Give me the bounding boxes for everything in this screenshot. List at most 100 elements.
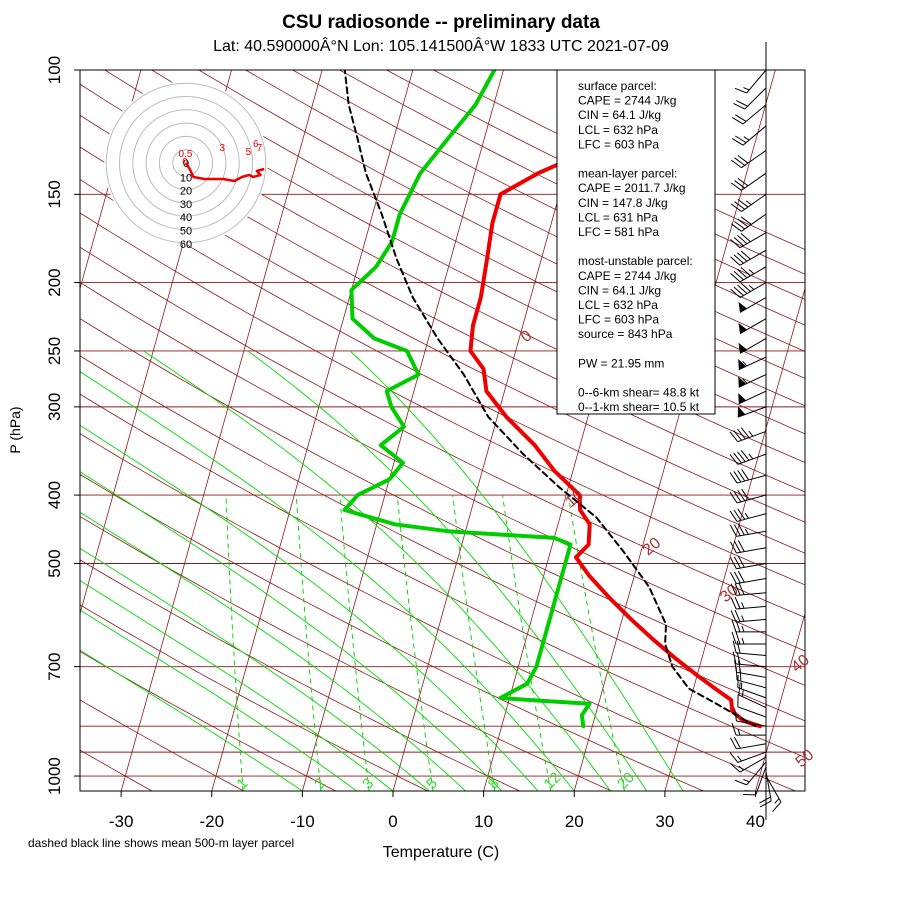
moist-adiabat — [80, 649, 303, 791]
hodograph-ring-label: 10 — [180, 172, 192, 184]
barb-flag — [737, 523, 745, 536]
barb-shaft — [736, 530, 767, 537]
mixing-ratio-label: 8 — [485, 775, 503, 793]
barb-flag — [734, 583, 741, 596]
chart-title: CSU radiosonde -- preliminary data — [282, 12, 600, 33]
barb-flag — [731, 631, 737, 645]
barb-flag — [740, 216, 752, 225]
y-tick-label: 100 — [45, 56, 64, 84]
wind-barb — [730, 232, 767, 249]
barb-flag — [734, 201, 745, 210]
barb-flag — [730, 273, 741, 283]
wind-barb — [731, 125, 767, 146]
wind-barb — [732, 640, 767, 657]
stats-line — [578, 371, 581, 385]
barb-shaft — [736, 513, 767, 522]
barb-flag — [733, 286, 744, 296]
barb-half-flag — [748, 453, 754, 460]
barb-half-flag — [741, 637, 745, 645]
barb-flag — [737, 489, 746, 502]
barb-flag — [736, 640, 741, 654]
hodograph-point-label: 7 — [257, 143, 263, 154]
isotherm — [302, 70, 504, 791]
y-tick-label: 200 — [45, 268, 64, 296]
barb-shaft — [736, 679, 767, 689]
barb-flag — [772, 801, 782, 812]
y-axis-label: P (hPa) — [7, 406, 23, 453]
barb-half-flag — [744, 512, 750, 519]
stats-line: LFC = 603 hPa — [578, 137, 659, 151]
barb-flag — [737, 470, 746, 482]
barb-shaft — [739, 232, 767, 249]
dry-adiabat — [80, 146, 805, 523]
dry-adiabat — [80, 179, 805, 554]
barb-half-flag — [743, 779, 750, 783]
stats-line: surface parcel: — [578, 79, 657, 93]
stats-line: PW = 21.95 mm — [578, 356, 664, 370]
dry-adiabat — [80, 246, 805, 618]
stats-line: CAPE = 2744 J/kg — [578, 94, 676, 108]
stats-line: CIN = 147.8 J/kg — [578, 196, 668, 210]
wind-barb — [730, 609, 767, 623]
barb-half-flag — [745, 200, 752, 206]
isotherm-label: 0 — [518, 327, 536, 346]
barb-flag — [734, 596, 741, 609]
hodograph-ring — [132, 109, 240, 217]
mixing-ratio-label: 3 — [359, 775, 377, 793]
moist-adiabat — [80, 609, 358, 791]
stats-line: mean-layer parcel: — [578, 167, 677, 181]
barb-flag — [733, 571, 741, 584]
hodograph-ring-label: 50 — [180, 226, 192, 238]
barb-shaft — [736, 577, 767, 585]
barb-shaft — [736, 618, 767, 623]
barb-shaft — [737, 706, 767, 718]
barb-shaft — [739, 338, 767, 354]
barb-flag — [743, 794, 756, 796]
wind-barb — [730, 266, 767, 283]
barb-flag — [736, 651, 741, 665]
hodograph-ring — [145, 122, 227, 204]
barb-flag — [733, 254, 744, 264]
barb-shaft — [736, 474, 767, 484]
mixing-ratio-label: 12 — [541, 769, 565, 793]
hodograph-point-label: 0 — [182, 157, 188, 168]
barb-flag — [735, 631, 741, 645]
wind-barb — [731, 104, 767, 125]
wind-barb — [729, 450, 767, 465]
barb-shaft — [737, 687, 767, 699]
barb-flag — [730, 256, 741, 266]
stats-line — [578, 240, 581, 254]
barb-flag — [734, 180, 745, 189]
barb-flag — [737, 234, 748, 245]
stats-line: CIN = 64.1 J/kg — [578, 283, 661, 297]
hodograph-point-label: 3 — [220, 143, 226, 154]
wind-barb — [729, 540, 767, 554]
barb-pennant — [738, 322, 747, 334]
wind-barb — [731, 619, 766, 633]
isotherm — [755, 612, 805, 791]
barb-flag — [730, 583, 737, 596]
y-tick-label: 300 — [45, 393, 64, 421]
barb-shaft — [736, 671, 767, 678]
barb-flag — [741, 488, 750, 501]
x-tick-label: 30 — [655, 812, 674, 831]
barb-shaft — [739, 249, 767, 266]
wind-barb — [737, 694, 767, 718]
barb-flag — [734, 609, 741, 622]
hodograph-ring-label: 20 — [180, 186, 192, 198]
barb-flag — [737, 284, 748, 294]
wind-barb — [733, 87, 767, 110]
hodograph-point-label: 6 — [253, 139, 259, 150]
dry-adiabat — [80, 604, 428, 791]
barb-flag — [733, 430, 742, 441]
barb-half-flag — [748, 269, 755, 275]
plot-area — [80, 70, 805, 791]
barb-half-flag — [737, 755, 742, 762]
barb-half-flag — [737, 728, 741, 736]
barb-half-flag — [742, 360, 748, 367]
barb-flag — [730, 223, 742, 232]
barb-shaft — [746, 761, 767, 786]
barb-flag — [733, 509, 742, 521]
hodograph-ring-label: 60 — [180, 239, 192, 251]
